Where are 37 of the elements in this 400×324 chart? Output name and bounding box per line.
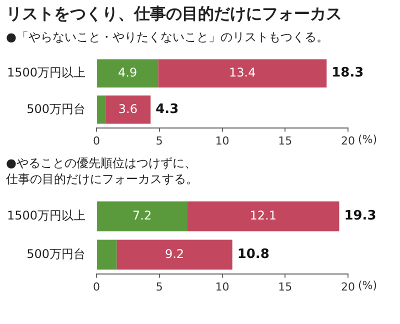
data-label: 13.4 (229, 65, 256, 80)
x-tick-label: 20 (341, 280, 355, 294)
x-tick-label: 10 (215, 280, 230, 294)
x-tick-label: 15 (278, 280, 292, 294)
x-axis-title: (%) (358, 279, 378, 292)
total-label: 19.3 (344, 208, 376, 224)
chart-subtitle: ●やることの優先順位はつけずに、仕事の目的だけにフォーカスする。 (5, 155, 199, 187)
data-label: 7.2 (132, 208, 152, 222)
x-tick-label: 15 (278, 134, 292, 148)
x-tick-label: 5 (156, 134, 163, 148)
data-label: 4.9 (118, 65, 138, 80)
x-tick-label: 10 (215, 134, 230, 148)
data-label: 3.6 (118, 102, 138, 116)
bar (116, 240, 232, 270)
bar (187, 201, 340, 232)
bar (97, 201, 188, 232)
data-label: 12.1 (250, 208, 276, 222)
bar (158, 59, 327, 88)
x-tick-label: 0 (93, 280, 100, 294)
x-tick-label: 20 (341, 134, 355, 148)
chart-subtitle: ●「やらないこと・やりたくないこと」のリストもつくる。 (5, 29, 330, 45)
total-label: 18.3 (332, 66, 364, 81)
bar (105, 95, 151, 124)
x-tick-label: 0 (93, 134, 100, 148)
bar (97, 240, 117, 270)
chart-title: リストをつくり、仕事の目的だけにフォーカス (5, 3, 343, 25)
data-label: 9.2 (164, 246, 184, 261)
y-tick-label: 1500万円以上 (6, 65, 86, 80)
y-tick-label: 500万円台 (26, 246, 86, 261)
bar (97, 59, 158, 88)
total-label: 4.3 (156, 102, 179, 118)
y-tick-label: 1500万円以上 (6, 208, 86, 222)
bar (97, 95, 106, 124)
x-tick-label: 5 (156, 280, 163, 294)
y-tick-label: 500万円台 (26, 102, 86, 116)
total-label: 10.8 (237, 247, 270, 262)
x-axis-title: (%) (358, 133, 378, 146)
